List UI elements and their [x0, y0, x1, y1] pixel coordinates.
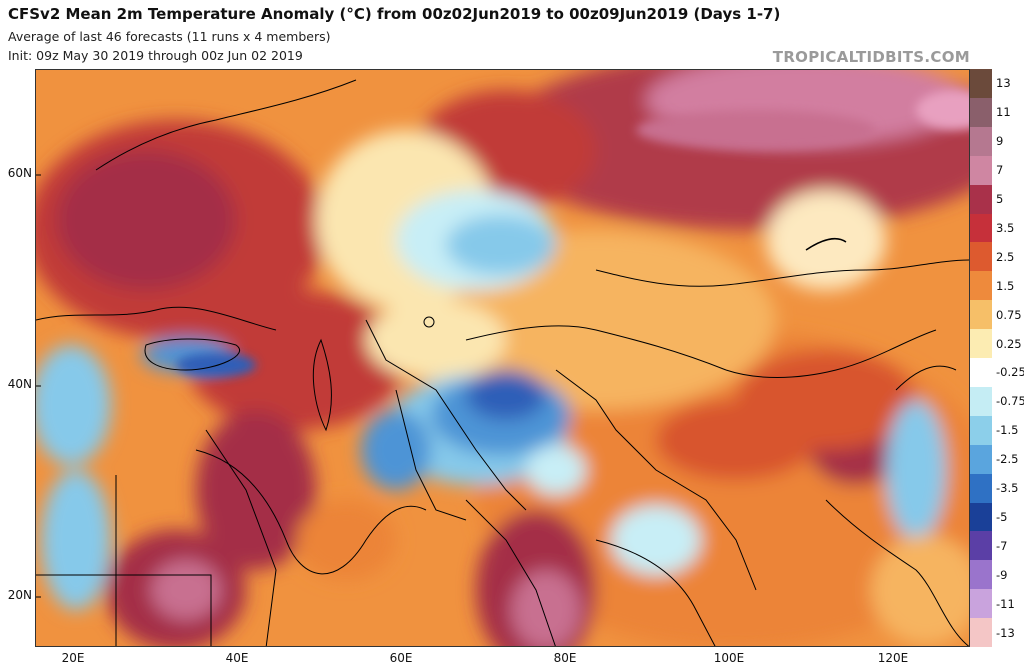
colorbar-label: 9 — [996, 134, 1004, 149]
colorbar-swatch — [970, 184, 992, 214]
colorbar-label: 5 — [996, 192, 1004, 207]
forecast-average-subtitle: Average of last 46 forecasts (11 runs x … — [8, 29, 331, 44]
colorbar-swatch — [970, 618, 992, 648]
colorbar-label: 0.25 — [996, 336, 1022, 351]
lon-label-100e: 100E — [713, 651, 745, 665]
colorbar-swatch — [970, 473, 992, 503]
site-watermark: TROPICALTIDBITS.COM — [772, 48, 970, 66]
lon-label-80e: 80E — [553, 651, 577, 665]
colorbar-label: -11 — [996, 596, 1015, 611]
colorbar-label: -1.5 — [996, 423, 1019, 438]
init-time-subtitle: Init: 09z May 30 2019 through 00z Jun 02… — [8, 48, 303, 63]
map-title: CFSv2 Mean 2m Temperature Anomaly (°C) f… — [8, 5, 781, 23]
colorbar — [970, 69, 992, 648]
colorbar-swatch — [970, 415, 992, 446]
anomaly-fill-layer — [36, 70, 969, 646]
temperature-anomaly-map — [35, 69, 970, 647]
colorbar-swatch — [970, 358, 992, 388]
country-borders — [36, 79, 969, 646]
colorbar-label: 11 — [996, 105, 1011, 120]
colorbar-label: -0.25 — [996, 365, 1024, 380]
lat-label-60n: 60N — [7, 166, 32, 180]
colorbar-label: -7 — [996, 538, 1008, 553]
colorbar-label: -5 — [996, 509, 1008, 524]
lon-label-20e: 20E — [61, 651, 85, 665]
colorbar-label: 13 — [996, 76, 1011, 91]
colorbar-swatch — [970, 502, 992, 532]
colorbar-label: -0.75 — [996, 394, 1024, 409]
colorbar-swatch — [970, 242, 992, 272]
lat-ticks — [36, 174, 41, 598]
colorbar-swatch — [970, 444, 992, 475]
colorbar-swatch — [970, 126, 992, 157]
lat-label-20n: 20N — [7, 588, 32, 602]
lon-label-60e: 60E — [389, 651, 413, 665]
lat-label-40n: 40N — [7, 377, 32, 391]
colorbar-swatch — [970, 531, 992, 561]
colorbar-swatch — [970, 97, 992, 128]
colorbar-swatch — [970, 69, 992, 99]
lon-label-40e: 40E — [225, 651, 249, 665]
colorbar-label: 0.75 — [996, 307, 1022, 322]
colorbar-label: -2.5 — [996, 452, 1019, 467]
colorbar-swatch — [970, 155, 992, 186]
colorbar-label: -9 — [996, 567, 1008, 582]
colorbar-swatch — [970, 329, 992, 359]
colorbar-label: -13 — [996, 625, 1015, 640]
colorbar-swatch — [970, 213, 992, 243]
colorbar-swatch — [970, 386, 992, 417]
colorbar-label: 7 — [996, 163, 1004, 178]
colorbar-label: -3.5 — [996, 481, 1019, 496]
colorbar-swatch — [970, 300, 992, 330]
colorbar-swatch — [970, 271, 992, 301]
colorbar-label: 1.5 — [996, 278, 1015, 293]
colorbar-label: 3.5 — [996, 220, 1015, 235]
colorbar-label: 2.5 — [996, 249, 1015, 264]
colorbar-swatch — [970, 560, 992, 590]
anomaly-detail-layer — [176, 90, 969, 377]
colorbar-swatch — [970, 589, 992, 619]
lon-label-120e: 120E — [877, 651, 909, 665]
